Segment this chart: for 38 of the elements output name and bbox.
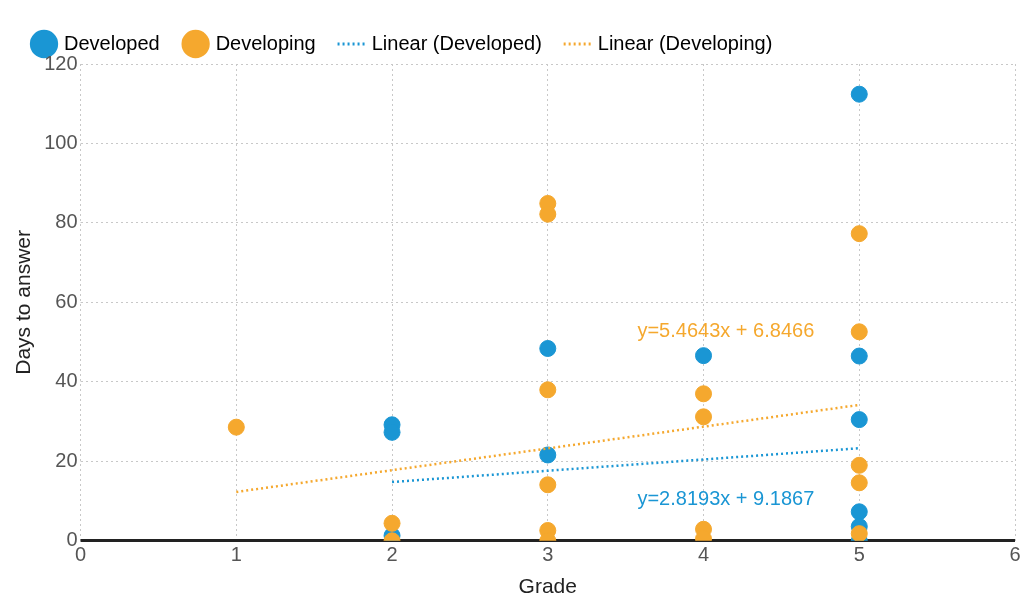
point: [850, 525, 868, 541]
point: [539, 446, 557, 464]
point: [850, 503, 868, 521]
annotation: y=5.4643x + 6.8466: [637, 318, 815, 341]
y-tick-label: 100: [44, 130, 78, 153]
point: [695, 408, 713, 426]
x-tick-label: 1: [230, 543, 242, 566]
annotation: y=2.8193x + 9.1867: [637, 486, 815, 509]
y-tick-label: 80: [55, 210, 78, 233]
point: [539, 339, 557, 357]
legend-label: Developing: [215, 31, 316, 54]
point: [850, 225, 868, 243]
x-tick-label: 6: [1009, 543, 1021, 566]
y-tick-label: 20: [55, 448, 78, 471]
x-tick-label: 3: [542, 543, 554, 566]
point: [539, 476, 557, 494]
point: [850, 411, 868, 429]
y-axis-title: Days to answer: [11, 230, 35, 375]
x-tick-label: 4: [697, 543, 710, 566]
legend-label: Linear (Developing): [597, 31, 773, 54]
point: [383, 514, 401, 532]
point: [539, 381, 557, 399]
y-tick-label: 60: [55, 289, 78, 312]
point: [227, 418, 245, 436]
legend-label: Developed: [64, 31, 160, 54]
y-tick-label: 120: [44, 51, 78, 74]
point: [850, 347, 868, 365]
point: [695, 347, 713, 365]
point: [695, 385, 713, 403]
y-tick-label: 40: [55, 369, 78, 392]
point: [850, 323, 868, 341]
legend-label: Linear (Developed): [371, 31, 542, 54]
x-axis-title: Grade: [518, 574, 577, 598]
x-tick-label: 5: [853, 543, 865, 566]
point: [850, 456, 868, 474]
point: [850, 474, 868, 492]
point: [850, 85, 868, 103]
x-tick-label: 2: [386, 543, 398, 566]
